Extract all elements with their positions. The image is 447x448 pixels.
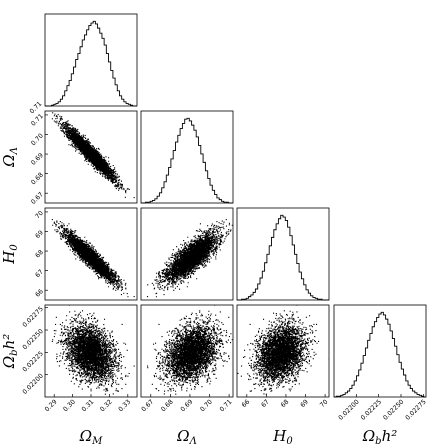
scatter-h0-vs-om <box>51 219 135 300</box>
ytick-ol: 0.68 <box>30 172 45 187</box>
ytick-ol: 0.70 <box>30 132 45 147</box>
panel-obh-vs-ol: 0.67 0.68 0.69 0.70 0.71 <box>140 304 234 413</box>
scatter-obh-vs-om <box>51 305 135 395</box>
xtick-obh: 0.02275 <box>404 398 427 421</box>
xtick-obh: 0.02250 <box>382 398 405 421</box>
scatter-points <box>147 305 233 395</box>
panel-h0-vs-om: 66 67 68 69 70 <box>34 207 138 301</box>
scatter-points <box>51 219 135 300</box>
panel-frame <box>44 13 138 107</box>
xtick-obh: 0.02200 <box>337 398 360 421</box>
xtick-ol: 0.70 <box>199 398 214 413</box>
panel-frame <box>236 304 330 398</box>
panel-ol-vs-ol <box>140 110 234 204</box>
ylabel-ol: ΩΛ <box>0 147 20 168</box>
panel-h0-vs-ol <box>140 207 234 301</box>
xtick-h0: 68 <box>280 398 291 409</box>
ytick-h0: 70 <box>34 210 45 221</box>
ytick-ol: 0.69 <box>30 152 45 167</box>
xtick-ol: 0.69 <box>179 398 194 413</box>
ylabel-h0: H0 <box>0 244 20 265</box>
panel-frame <box>333 304 427 398</box>
panel-frame <box>44 110 138 204</box>
panel-frame <box>140 110 234 204</box>
xtick-om: 0.30 <box>62 398 77 413</box>
ylabel-obh: Ωbh² <box>0 334 20 370</box>
scatter-points <box>51 112 135 199</box>
ytick-h0: 66 <box>34 288 45 299</box>
panel-om-vs-om: 0.71 <box>29 13 138 115</box>
xtick-om: 0.29 <box>44 398 59 413</box>
xtick-h0: 67 <box>260 398 271 409</box>
ytick-ol-top: 0.71 <box>29 100 44 115</box>
xlabel-ol: ΩΛ <box>176 427 197 447</box>
panel-frame <box>140 207 234 301</box>
xtick-om: 0.31 <box>81 398 96 413</box>
ytick-h0: 69 <box>34 229 45 240</box>
scatter-points <box>51 305 135 395</box>
xtick-h0: 66 <box>241 398 252 409</box>
scatter-ol-vs-om <box>51 112 135 199</box>
xtick-h0: 69 <box>299 398 310 409</box>
ytick-obh: 0.02275 <box>21 306 44 329</box>
xtick-h0: 70 <box>319 398 330 409</box>
panel-frame <box>44 207 138 301</box>
ytick-h0: 67 <box>34 269 45 280</box>
scatter-points <box>237 305 329 395</box>
histogram-obh <box>334 311 426 398</box>
xtick-ol: 0.68 <box>160 398 175 413</box>
histogram-h0 <box>237 214 329 301</box>
scatter-points <box>147 219 233 300</box>
histogram-ol <box>141 117 233 204</box>
xtick-ol: 0.67 <box>140 398 155 413</box>
panel-frame <box>236 207 330 301</box>
xlabel-obh: Ωbh² <box>362 427 398 447</box>
panel-h0-vs-h0 <box>236 207 330 301</box>
xtick-om: 0.33 <box>117 398 132 413</box>
xlabel-om: ΩM <box>79 427 103 447</box>
ytick-ol: 0.67 <box>30 191 45 206</box>
ytick-obh: 0.02225 <box>21 350 44 373</box>
panel-frame <box>140 304 234 398</box>
panel-ol-vs-om: 0.670.680.690.700.71 <box>30 110 138 206</box>
histogram-om <box>45 20 137 107</box>
xtick-ol: 0.71 <box>219 398 234 413</box>
scatter-obh-vs-ol <box>147 305 233 395</box>
scatter-obh-vs-h0 <box>237 305 329 395</box>
panel-obh-vs-h0: 66 67 68 69 70 <box>236 304 330 409</box>
ytick-h0: 68 <box>34 249 45 260</box>
ytick-obh: 0.02250 <box>21 328 44 351</box>
xtick-om: 0.32 <box>99 398 114 413</box>
xtick-obh: 0.02225 <box>360 398 383 421</box>
ytick-obh: 0.02200 <box>21 373 44 396</box>
scatter-h0-vs-ol <box>147 219 233 300</box>
xlabel-h0: H0 <box>272 427 293 447</box>
